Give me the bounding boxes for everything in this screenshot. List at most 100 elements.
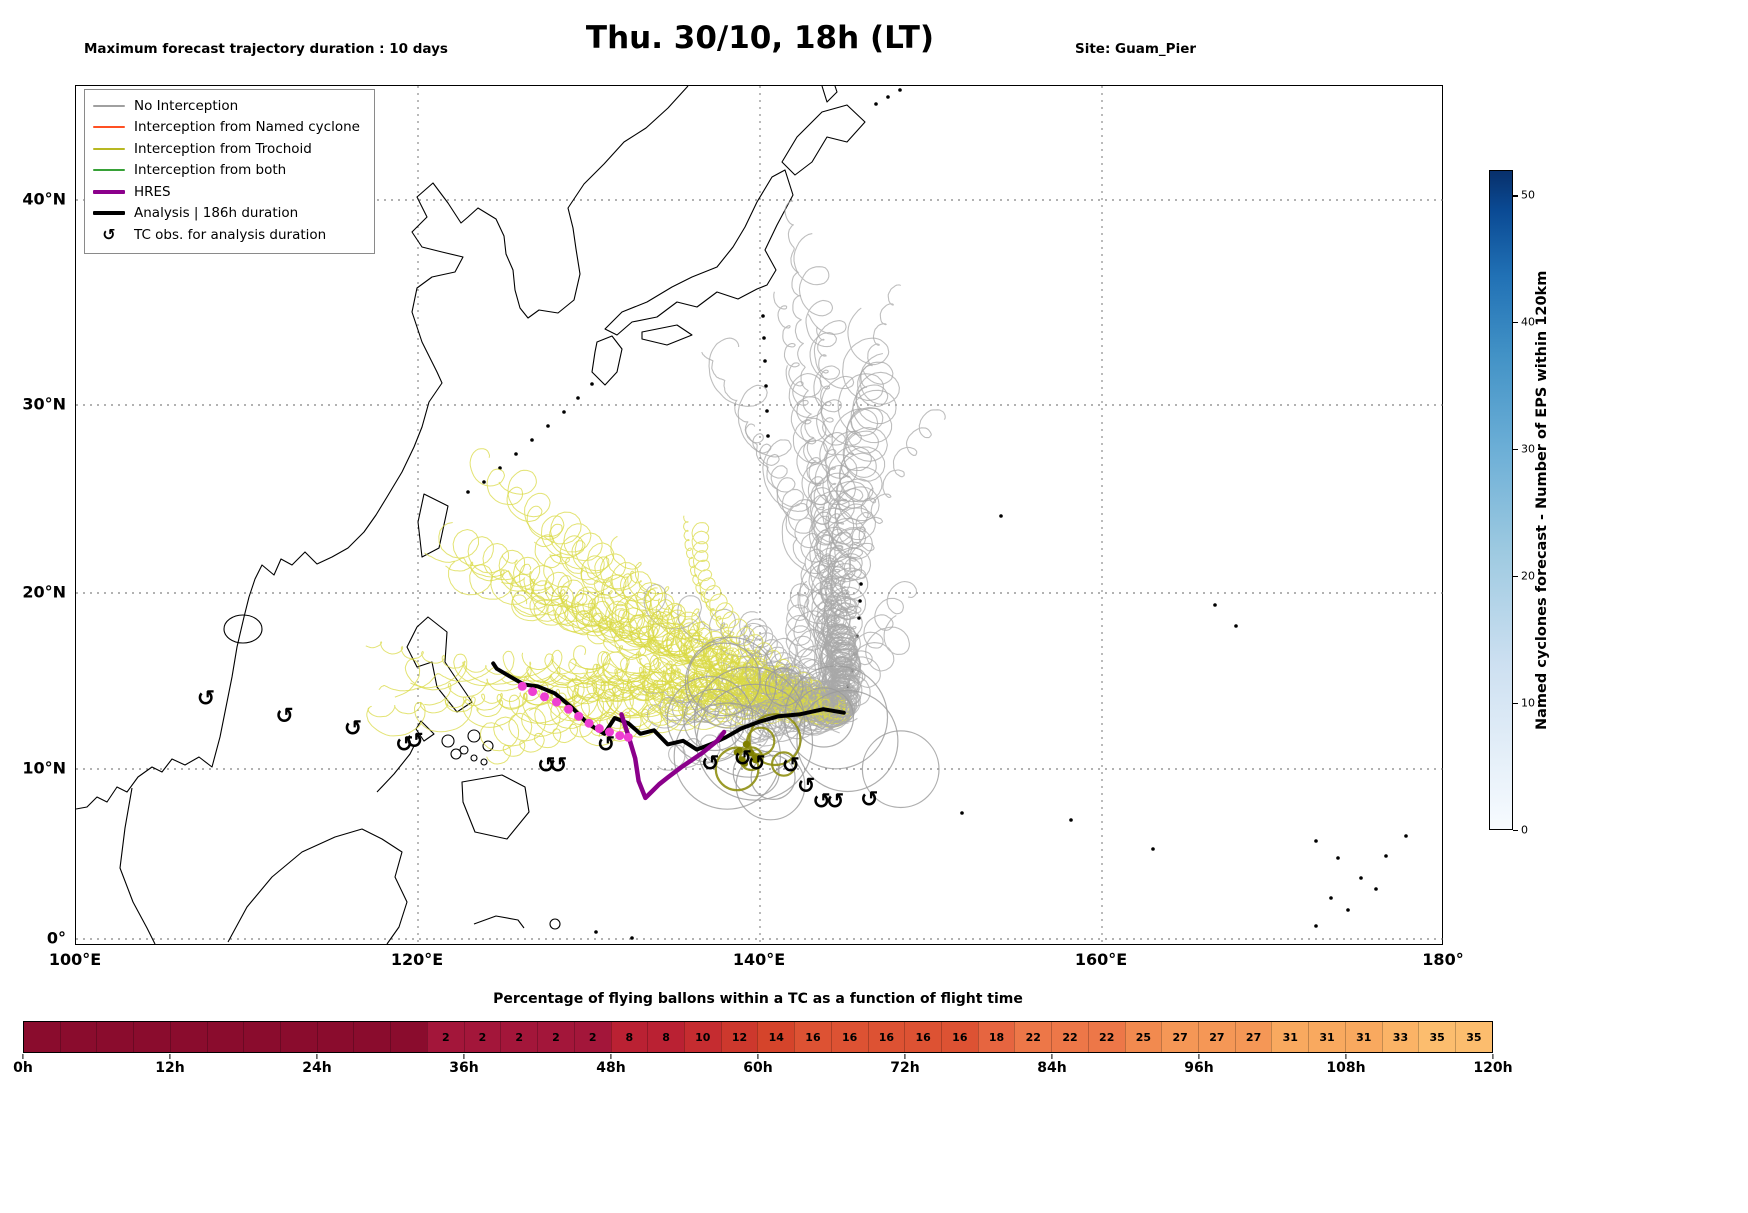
olive-dot xyxy=(736,747,743,754)
island-dot xyxy=(1213,603,1217,607)
x-axis-tick-label: 180° xyxy=(1422,950,1464,969)
bottom-tick-label: 120h xyxy=(1473,1060,1513,1076)
island-dot xyxy=(1329,896,1333,900)
island-dot xyxy=(1336,856,1340,860)
trajectory xyxy=(797,580,864,718)
island-dot xyxy=(562,410,566,414)
island-negros xyxy=(459,745,469,755)
gray-loop xyxy=(684,636,777,729)
olive-dot xyxy=(751,754,761,764)
bottom-tick-mark xyxy=(1051,1054,1053,1059)
flight-time-bin: 16 xyxy=(867,1022,905,1052)
island-dot xyxy=(1234,624,1238,628)
bottom-tick-mark xyxy=(610,1054,612,1059)
legend-line xyxy=(93,211,125,216)
flight-time-bin: 2 xyxy=(573,1022,611,1052)
param-line: Site: Guam_Pier xyxy=(1075,41,1197,57)
flight-time-bin: 14 xyxy=(757,1022,795,1052)
map-canvas: ↺↺ ↺↺↺↺↺↺↺ ↺↺ ↺↺↺↺ ↺ xyxy=(76,86,1444,946)
bin-percentage-label: 10 xyxy=(695,1030,711,1044)
olive-loop xyxy=(748,713,802,767)
gray-loop xyxy=(687,642,761,717)
y-axis-tick-label: 40°N xyxy=(22,189,66,209)
trajectory xyxy=(817,352,900,721)
flight-time-bin: 22 xyxy=(1014,1022,1052,1052)
legend-line-swatch xyxy=(93,104,125,107)
island-dot xyxy=(999,514,1003,518)
gray-loop xyxy=(666,676,754,763)
map-plot: ↺ ↺ ↺ ↺ ↺ ↺ ↺ ↺ ↺ ↺ ↺ ↺ ↺ ↺ ↺ ↺ No Interception Intercep… xyxy=(75,85,1444,946)
tc-obs-symbol: ↺ xyxy=(395,732,413,757)
legend-item-label: Interception from Trochoid xyxy=(134,140,312,157)
colorbar-label: Named cyclones forecast - Number of EPS … xyxy=(1534,270,1550,730)
bottom-tick-label: 108h xyxy=(1326,1060,1366,1076)
island-dot xyxy=(898,88,902,92)
gray-loop xyxy=(693,666,806,778)
figure-title: Thu. 30/10, 18h (LT) xyxy=(585,20,935,56)
legend-item: Interception from Trochoid xyxy=(93,138,360,160)
flight-time-bin: 35 xyxy=(1455,1022,1492,1052)
gray-loop xyxy=(793,687,855,748)
bin-percentage-label: 16 xyxy=(915,1030,931,1044)
bottom-tick-label: 60h xyxy=(743,1060,773,1076)
island-dot xyxy=(466,490,470,494)
trajectory xyxy=(522,679,845,726)
gray-loop xyxy=(732,749,780,797)
bottom-tick-mark xyxy=(316,1054,318,1059)
tc-obs-symbol: ↺ xyxy=(344,717,362,742)
map-legend: No Interception Interception from Named c… xyxy=(84,89,375,254)
legend-line-swatch xyxy=(93,169,125,172)
island-dot xyxy=(1314,924,1318,928)
flight-time-bin xyxy=(316,1022,354,1052)
flight-time-bin: 2 xyxy=(500,1022,538,1052)
bin-percentage-label: 2 xyxy=(441,1030,450,1044)
island-dot xyxy=(1151,847,1155,851)
bin-percentage-label: 2 xyxy=(588,1030,597,1044)
coast-shikoku xyxy=(641,324,693,346)
balloon-trajectories xyxy=(365,200,946,771)
flight-time-bin xyxy=(96,1022,134,1052)
flight-time-bin: 16 xyxy=(904,1022,941,1052)
magenta-dot xyxy=(615,731,625,741)
flight-time-bin: 33 xyxy=(1381,1022,1419,1052)
bottom-tick-label: 12h xyxy=(155,1060,185,1076)
colorbar-tick-mark xyxy=(1513,195,1518,197)
bottom-tick-label: 72h xyxy=(890,1060,920,1076)
trochoid-interception-cluster xyxy=(733,740,761,767)
y-axis-tick-label: 30°N xyxy=(22,394,66,414)
flight-time-bin: 8 xyxy=(610,1022,648,1052)
island-visayas xyxy=(450,748,462,760)
flight-time-bin xyxy=(206,1022,244,1052)
flight-time-bin xyxy=(24,1022,60,1052)
trajectory xyxy=(822,409,946,703)
flight-time-bin: 16 xyxy=(794,1022,831,1052)
flight-time-bin: 2 xyxy=(537,1022,574,1052)
island-dot xyxy=(886,95,890,99)
colorbar-tick-mark xyxy=(1513,830,1518,832)
island-dot xyxy=(594,930,598,934)
olive-dot xyxy=(742,761,748,767)
island-dot xyxy=(1359,876,1363,880)
olive-dot xyxy=(742,740,751,748)
flight-time-bin: 27 xyxy=(1198,1022,1235,1052)
coast-hainan xyxy=(223,614,263,644)
bottom-tick-label: 96h xyxy=(1184,1060,1214,1076)
bin-percentage-label: 31 xyxy=(1319,1030,1335,1044)
island-dot xyxy=(859,582,863,586)
bin-percentage-label: 2 xyxy=(552,1030,560,1044)
tc-obs-symbol: ↺ xyxy=(812,789,830,814)
bottom-tick-label: 24h xyxy=(302,1060,332,1076)
gray-loop xyxy=(696,683,814,801)
bottom-tick-label: 48h xyxy=(596,1060,626,1076)
flight-time-bin xyxy=(133,1022,170,1052)
island-dot xyxy=(1374,887,1378,891)
legend-item-label: Interception from both xyxy=(134,162,287,179)
colorbar-tick-mark xyxy=(1513,449,1518,451)
tc-obs-symbol: ↺ xyxy=(537,754,555,779)
x-axis-tick-label: 160°E xyxy=(1074,950,1128,969)
island-dot xyxy=(762,336,766,340)
bottom-tick-label: 84h xyxy=(1037,1060,1067,1076)
bottom-tick-mark xyxy=(169,1054,171,1059)
bin-percentage-label: 2 xyxy=(515,1030,524,1044)
flight-time-bin: 27 xyxy=(1161,1022,1198,1052)
